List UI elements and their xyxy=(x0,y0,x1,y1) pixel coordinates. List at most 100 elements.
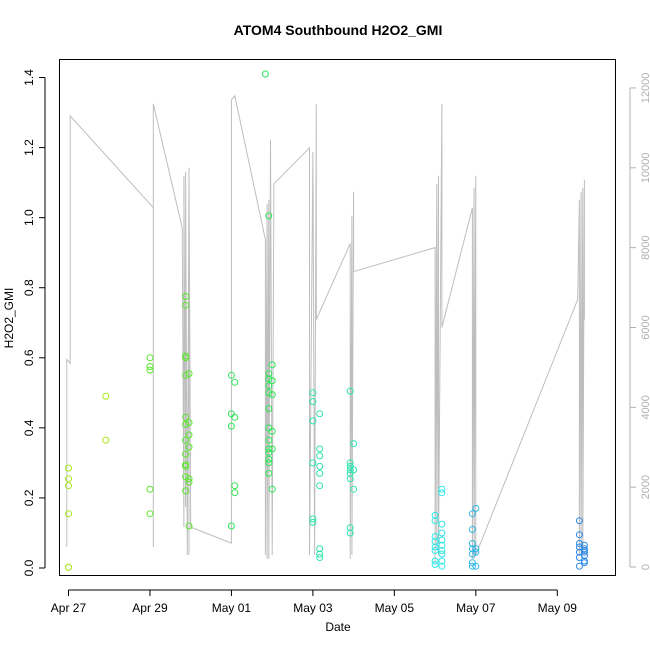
data-point xyxy=(575,540,583,547)
data-point xyxy=(468,540,476,547)
data-point xyxy=(438,489,446,497)
data-point xyxy=(316,482,324,490)
data-point xyxy=(182,420,190,428)
data-point xyxy=(227,522,235,530)
data-point xyxy=(346,524,354,532)
y-tick-label: 0.0 xyxy=(22,559,36,576)
data-point xyxy=(265,405,273,413)
data-point xyxy=(431,511,439,519)
data-point xyxy=(350,466,358,474)
y-tick-label: 1.4 xyxy=(22,69,36,86)
y2-tick-label: 10000 xyxy=(640,152,650,183)
data-point xyxy=(265,469,273,477)
y2-axis: 0 2000 4000 6000 8000 10000 12000 xyxy=(629,73,650,570)
data-point xyxy=(182,487,190,495)
data-point xyxy=(265,436,273,444)
data-point xyxy=(580,552,588,560)
data-point xyxy=(102,436,110,444)
data-point xyxy=(431,557,439,565)
chart-title: ATOM4 Southbound H2O2_GMI xyxy=(234,22,443,38)
data-point xyxy=(580,541,588,549)
data-point xyxy=(438,541,446,549)
data-point xyxy=(182,473,190,481)
data-point xyxy=(438,520,446,528)
altitude-line xyxy=(66,94,585,564)
data-point xyxy=(346,529,354,537)
data-point xyxy=(65,482,72,490)
data-point xyxy=(431,561,439,568)
data-point xyxy=(438,562,446,570)
y2-tick-label: 4000 xyxy=(640,395,650,419)
data-point xyxy=(261,70,269,78)
data-point xyxy=(580,559,588,567)
y2-tick-label: 6000 xyxy=(640,315,650,339)
x-tick-label: May 05 xyxy=(375,601,415,615)
data-point xyxy=(316,554,324,561)
data-point xyxy=(231,482,239,490)
data-point xyxy=(268,391,276,399)
data-point xyxy=(472,545,480,553)
data-point xyxy=(265,375,273,383)
data-point xyxy=(316,452,324,460)
data-point xyxy=(346,466,354,474)
data-point xyxy=(182,301,190,309)
data-point xyxy=(309,459,317,467)
data-point xyxy=(309,518,317,526)
data-point xyxy=(231,413,239,421)
data-point xyxy=(316,445,324,453)
data-point xyxy=(431,517,439,525)
data-point xyxy=(575,531,583,539)
x-tick-label: May 07 xyxy=(456,601,496,615)
data-point xyxy=(431,547,439,554)
data-point xyxy=(146,366,154,374)
data-point xyxy=(438,547,446,554)
data-point xyxy=(431,533,439,540)
data-point xyxy=(316,410,324,418)
data-point xyxy=(268,485,276,493)
y-axis: 0.0 0.2 0.4 0.6 0.8 1.0 1.2 1.4 xyxy=(22,69,46,576)
data-point xyxy=(575,517,583,525)
data-point xyxy=(472,504,480,512)
data-point xyxy=(65,464,72,472)
data-point xyxy=(468,510,476,518)
altitude-series xyxy=(66,94,585,564)
data-point xyxy=(468,550,476,558)
data-point xyxy=(350,440,358,448)
data-point xyxy=(316,545,324,553)
data-point xyxy=(146,510,154,518)
data-point xyxy=(227,422,235,430)
y2-tick-label: 2000 xyxy=(640,475,650,499)
x-tick-label: May 03 xyxy=(293,601,333,615)
data-point xyxy=(182,413,190,421)
data-point xyxy=(102,392,110,400)
data-point xyxy=(316,469,324,477)
data-point xyxy=(185,370,193,378)
data-point xyxy=(265,445,273,453)
data-point xyxy=(309,417,317,425)
data-point xyxy=(346,459,354,467)
x-tick-label: Apr 29 xyxy=(132,601,168,615)
x-axis: Apr 27 Apr 29 May 01 May 03 May 05 May 07 May … xyxy=(51,589,577,615)
data-point xyxy=(438,536,446,544)
y-tick-label: 0.2 xyxy=(22,489,36,506)
x-axis-label: Date xyxy=(325,620,351,634)
data-point xyxy=(231,378,239,386)
data-point xyxy=(346,387,354,395)
data-point xyxy=(185,478,193,486)
data-point xyxy=(265,370,273,378)
data-point xyxy=(185,443,193,451)
y-tick-label: 0.4 xyxy=(22,419,36,436)
data-point xyxy=(309,389,317,397)
data-point xyxy=(431,543,439,551)
data-point xyxy=(182,450,190,458)
data-point xyxy=(185,522,193,530)
data-point xyxy=(182,462,190,470)
data-point xyxy=(468,526,476,533)
data-point xyxy=(182,354,190,362)
data-point xyxy=(431,538,439,546)
y2-tick-label: 8000 xyxy=(640,235,650,259)
data-point xyxy=(575,562,583,570)
data-point xyxy=(309,515,317,523)
data-point xyxy=(438,529,446,537)
